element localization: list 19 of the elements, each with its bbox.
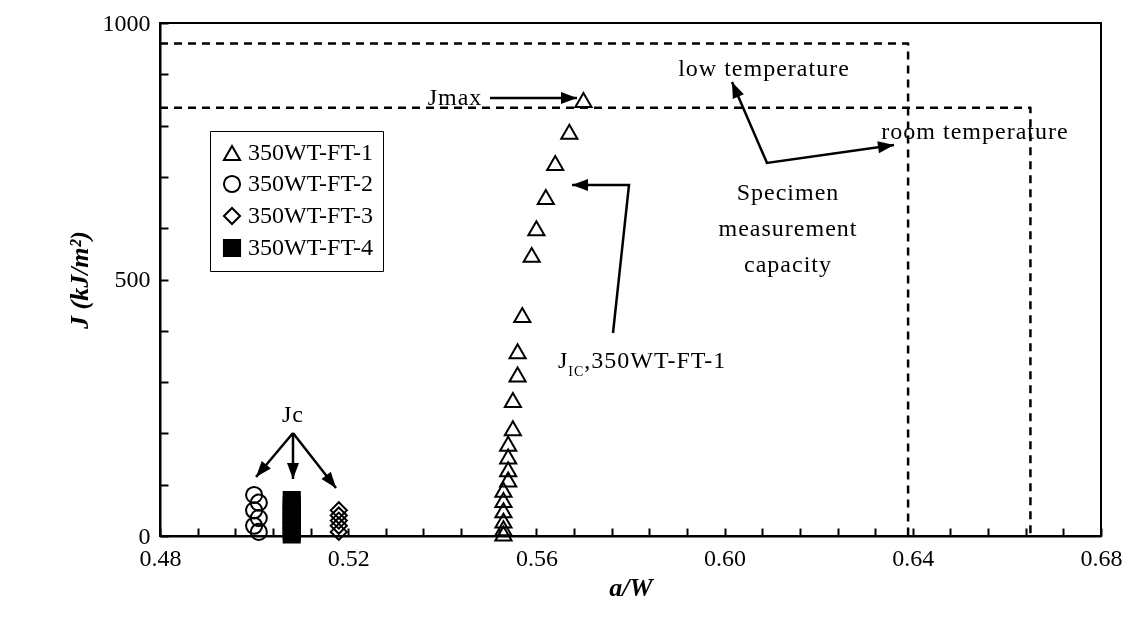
x-axis-title: a/W bbox=[609, 572, 655, 602]
legend-label: 350WT-FT-4 bbox=[248, 234, 373, 260]
x-tick-label: 0.64 bbox=[892, 544, 935, 571]
legend-label: 350WT-FT-2 bbox=[248, 170, 373, 196]
annotation: Jmax bbox=[427, 84, 483, 110]
annotation: low temperature bbox=[678, 55, 850, 81]
y-tick-label: 500 bbox=[114, 266, 151, 292]
y-tick-label: 1000 bbox=[102, 9, 151, 36]
legend-label: 350WT-FT-1 bbox=[248, 139, 373, 165]
annotation: J$_{IC}$,350WT-FT-1 bbox=[558, 347, 727, 379]
annotation: Specimen measurement capacity bbox=[718, 179, 858, 277]
annotation: Jc bbox=[282, 401, 304, 427]
x-tick-label: 0.56 bbox=[515, 544, 558, 571]
x-tick-label: 0.68 bbox=[1080, 544, 1123, 571]
legend-label: 350WT-FT-3 bbox=[248, 202, 373, 228]
y-axis-title: J (kJ/m²) bbox=[64, 230, 94, 331]
x-tick-label: 0.52 bbox=[327, 544, 370, 571]
x-tick-label: 0.60 bbox=[704, 544, 747, 571]
annotation: room temperature bbox=[881, 118, 1069, 144]
